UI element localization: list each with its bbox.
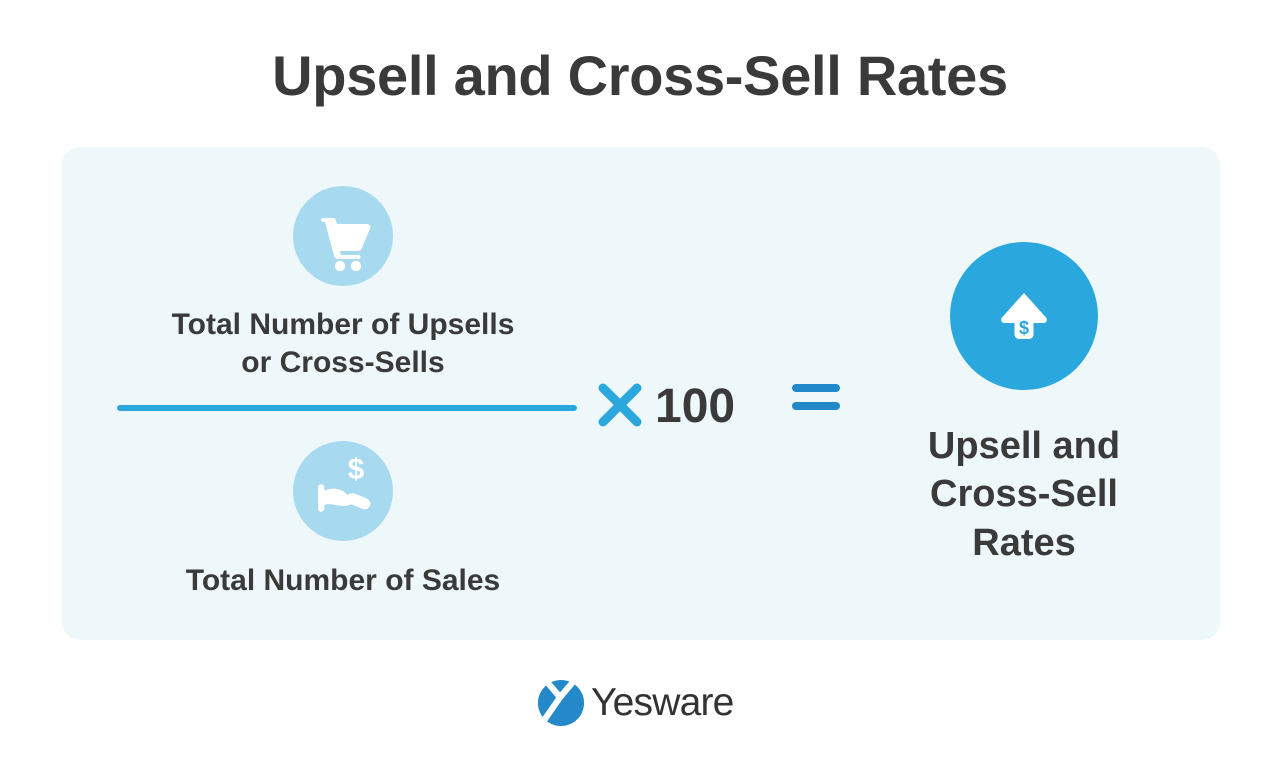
- svg-text:$: $: [348, 453, 365, 486]
- svg-text:$: $: [1019, 318, 1029, 338]
